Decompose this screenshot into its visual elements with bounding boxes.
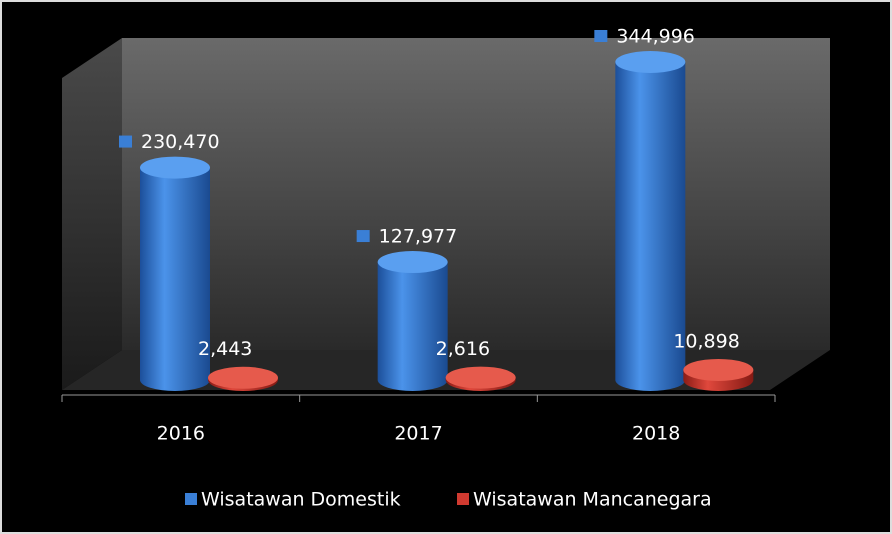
cylinder — [615, 51, 686, 391]
value-label: 10,898 — [673, 330, 739, 352]
legend-label: Wisatawan Mancanegara — [473, 489, 712, 511]
cylinder-top — [683, 358, 754, 381]
value-label: 2,616 — [436, 338, 490, 360]
cylinder-body — [377, 262, 448, 391]
cylinder-top — [377, 251, 448, 274]
label-icon — [119, 135, 132, 148]
cylinder — [683, 358, 754, 391]
legend-swatch — [185, 493, 197, 505]
legend-swatch — [457, 493, 469, 505]
side-wall — [62, 38, 122, 390]
cylinder-body — [615, 62, 686, 391]
cylinder — [377, 251, 448, 391]
cylinder-top — [615, 51, 686, 73]
label-icon — [356, 230, 370, 243]
back-wall — [122, 38, 830, 350]
cylinder — [445, 366, 516, 391]
value-label: 230,470 — [141, 131, 220, 153]
cylinder-top — [140, 156, 210, 179]
value-label: 2,443 — [198, 338, 252, 360]
x-tick-label: 2018 — [632, 423, 680, 445]
cylinder-top — [208, 366, 278, 389]
cylinder-top — [445, 366, 516, 389]
x-tick-label: 2016 — [157, 423, 205, 445]
label-icon — [594, 30, 608, 42]
value-label: 127,977 — [379, 226, 458, 248]
cylinder — [208, 366, 278, 391]
legend-label: Wisatawan Domestik — [201, 489, 401, 511]
value-label: 344,996 — [616, 26, 695, 48]
x-tick-label: 2017 — [394, 423, 442, 445]
cylinder — [140, 156, 210, 391]
cylinder-body — [140, 167, 210, 391]
